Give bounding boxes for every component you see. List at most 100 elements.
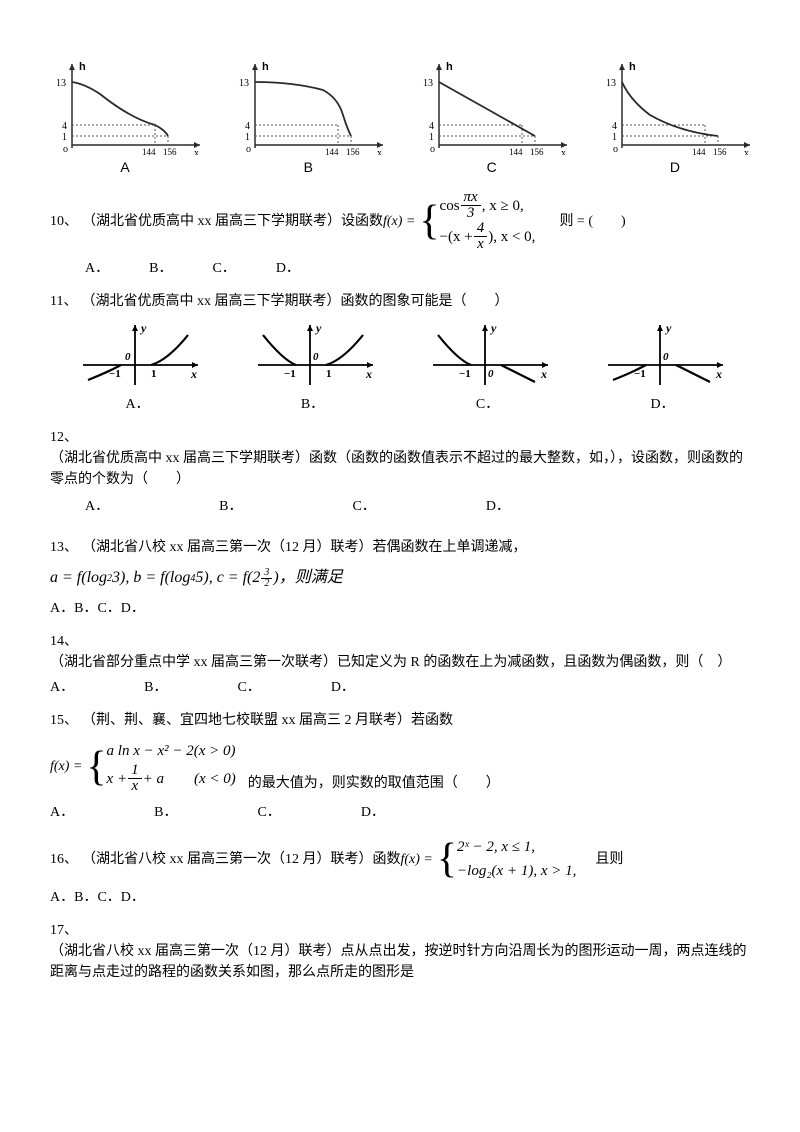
q10-c2b: ), x < 0,: [488, 225, 535, 249]
svg-text:1: 1: [151, 368, 157, 380]
svg-text:x: x: [715, 367, 722, 381]
svg-text:0: 0: [663, 351, 669, 363]
svg-text:13: 13: [239, 78, 249, 89]
q15-fd: x: [128, 779, 141, 794]
q16: 16、 （湖北省八校 xx 届高三第一次（12 月）联考）函数 f(x) = {…: [50, 835, 750, 883]
svg-text:h: h: [629, 61, 636, 73]
q11-g-d: yx −10 D．: [598, 320, 728, 415]
svg-text:13: 13: [56, 78, 66, 89]
q10-opt-a: A．: [85, 258, 109, 279]
svg-text:x: x: [561, 148, 566, 155]
q12-opt-a: A．: [85, 496, 109, 517]
q15-opt-d: D．: [361, 802, 385, 823]
q13-ft: )，则满足: [273, 566, 342, 590]
q15-fn: 1: [128, 763, 142, 779]
q13-fa2: 3), b = f(log: [112, 566, 190, 590]
q15-c2a: x +: [107, 767, 128, 791]
svg-text:x: x: [194, 148, 199, 155]
q15-c1: a ln x − x² − 2(x > 0): [107, 739, 236, 763]
svg-text:x: x: [744, 148, 749, 155]
svg-text:x: x: [540, 367, 547, 381]
q10-opts: A． B． C． D．: [85, 258, 750, 279]
q10-cases: { cosπx3, x ≥ 0, −(x +4x), x < 0,: [419, 190, 535, 252]
svg-text:4: 4: [429, 121, 434, 132]
chart-b: hx 1341 144156o B: [233, 60, 383, 178]
q13-fa3: 5), c = f(2: [195, 566, 260, 590]
q15-opt-b: B．: [154, 802, 177, 823]
chart-label-b: B: [233, 157, 383, 178]
svg-text:y: y: [139, 321, 147, 335]
svg-text:13: 13: [606, 78, 616, 89]
q16-c2: −log₂(x + 1), x > 1,: [457, 859, 576, 883]
q14-opt-a: A．: [50, 677, 74, 698]
svg-text:h: h: [79, 61, 86, 73]
svg-text:o: o: [430, 144, 435, 155]
q15-fx: f(x) =: [50, 756, 82, 777]
q10: 10、 （湖北省优质高中 xx 届高三下学期联考）设函数 f(x) = { co…: [50, 190, 750, 252]
q11-text: （湖北省优质高中 xx 届高三下学期联考）函数的图象可能是（ ）: [81, 291, 508, 312]
svg-text:144: 144: [142, 147, 156, 155]
q12-opt-c: C．: [352, 496, 375, 517]
svg-text:h: h: [262, 61, 269, 73]
svg-text:h: h: [446, 61, 453, 73]
q14-opt-c: C．: [237, 677, 260, 698]
page-root: h x 1341 144156o A hx 1341 144156o B hx …: [0, 0, 800, 1047]
q14: 14、 （湖北省部分重点中学 xx 届高三第一次联考）已知定义为 R 的函数在上…: [50, 631, 750, 673]
q11-g-b: yx −110 B．: [248, 320, 378, 415]
q11-num: 11、: [50, 291, 77, 312]
svg-text:x: x: [190, 367, 197, 381]
svg-text:144: 144: [325, 147, 339, 155]
q15-opt-c: C．: [257, 802, 280, 823]
q11-graphs: yx −110 A． yx −110 B． yx −10 C． yx −10 D…: [50, 320, 750, 415]
q10-c1b: , x ≥ 0,: [482, 194, 524, 218]
q10-num: 10、: [50, 211, 78, 232]
q16-num: 16、: [50, 849, 78, 870]
q12-opts: A． B． C． D．: [85, 496, 750, 517]
q10-suffix: 则 = ( ): [559, 211, 625, 232]
q15-text: （荆、荆、襄、宜四地七校联盟 xx 届高三 2 月联考）若函数: [82, 710, 453, 731]
q15-tail: 的最大值为，则实数的取值范围（ ）: [248, 773, 500, 794]
q13-fa: a = f(log: [50, 566, 107, 590]
svg-text:156: 156: [713, 147, 727, 155]
q15-num: 15、: [50, 710, 78, 731]
q11-lbl-d: D．: [598, 394, 728, 415]
svg-text:y: y: [314, 321, 322, 335]
chart-c: hx 1341 144156o C: [417, 60, 567, 178]
q14-opt-d: D．: [331, 677, 355, 698]
q11-lbl-c: C．: [423, 394, 553, 415]
chart-label-a: A: [50, 157, 200, 178]
q10-c2a: −(x +: [440, 225, 473, 249]
q10-prefix: （湖北省优质高中 xx 届高三下学期联考）设函数: [82, 211, 383, 232]
q11-lbl-a: A．: [73, 394, 203, 415]
svg-text:x: x: [377, 148, 382, 155]
svg-text:1: 1: [245, 132, 250, 143]
q13: 13、 （湖北省八校 xx 届高三第一次（12 月）联考）若偶函数在上单调递减，: [50, 537, 750, 558]
q14-opt-b: B．: [144, 677, 167, 698]
svg-text:−1: −1: [459, 368, 471, 380]
q13-num: 13、: [50, 537, 78, 558]
q14-opts: A． B． C． D．: [50, 677, 750, 698]
q16-tail: 且则: [595, 849, 623, 870]
q11-lbl-b: B．: [248, 394, 378, 415]
q15-formula: f(x) = { a ln x − x² − 2(x > 0) x +1x+ a…: [50, 739, 500, 794]
q10-f2d: x: [474, 237, 487, 252]
q17-num: 17、: [50, 920, 78, 941]
svg-text:1: 1: [62, 132, 67, 143]
q16-opts: A．B．C．D．: [50, 887, 750, 908]
svg-text:1: 1: [326, 368, 332, 380]
svg-text:1: 1: [612, 132, 617, 143]
svg-text:−1: −1: [284, 368, 296, 380]
svg-text:0: 0: [488, 368, 494, 380]
q12-text: （湖北省优质高中 xx 届高三下学期联考）函数（函数的函数值表示不超过的最大整数…: [50, 448, 750, 490]
q10-opt-c: C．: [212, 258, 235, 279]
q15-opt-a: A．: [50, 802, 74, 823]
q10-opt-d: D．: [276, 258, 300, 279]
svg-text:0: 0: [125, 351, 131, 363]
q10-f1n: πx: [461, 190, 481, 206]
q17-text: （湖北省八校 xx 届高三第一次（12 月）联考）点从点出发，按逆时针方向沿周长…: [50, 941, 750, 983]
q15-opts: A． B． C． D．: [50, 802, 750, 823]
svg-text:y: y: [489, 321, 497, 335]
svg-text:144: 144: [692, 147, 706, 155]
q13-sfd: 2: [261, 579, 272, 589]
svg-text:o: o: [613, 144, 618, 155]
